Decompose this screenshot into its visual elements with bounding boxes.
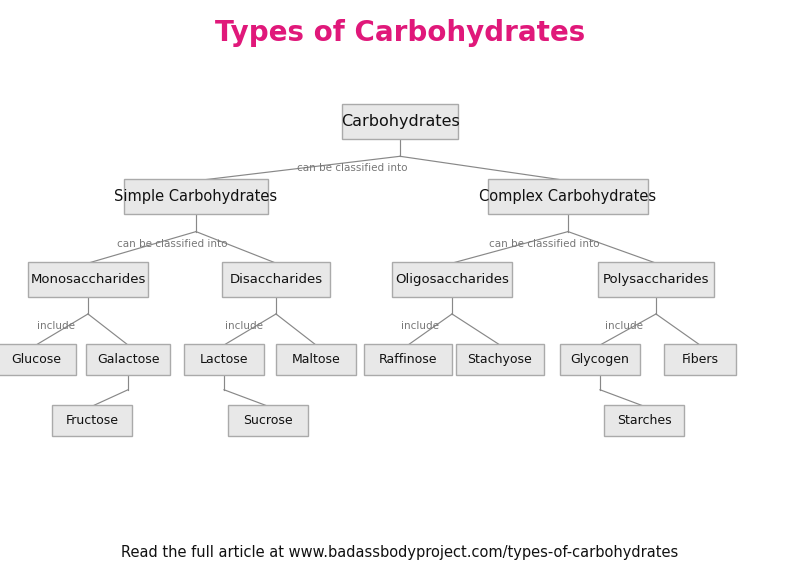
Text: Fructose: Fructose (66, 414, 118, 427)
Text: Monosaccharides: Monosaccharides (30, 273, 146, 286)
FancyBboxPatch shape (664, 344, 736, 375)
Text: can be classified into: can be classified into (297, 164, 407, 173)
Text: include: include (225, 321, 263, 331)
Text: include: include (605, 321, 643, 331)
Text: Types of Carbohydrates: Types of Carbohydrates (215, 19, 585, 47)
FancyBboxPatch shape (342, 104, 458, 139)
Text: Read the full article at www.badassbodyproject.com/types-of-carbohydrates: Read the full article at www.badassbodyp… (122, 545, 678, 560)
FancyBboxPatch shape (222, 262, 330, 297)
FancyBboxPatch shape (0, 344, 77, 375)
Text: Carbohydrates: Carbohydrates (341, 114, 459, 129)
Text: Fibers: Fibers (682, 352, 718, 366)
Text: Polysaccharides: Polysaccharides (602, 273, 710, 286)
Text: Galactose: Galactose (97, 352, 159, 366)
Text: Maltose: Maltose (292, 352, 340, 366)
FancyBboxPatch shape (598, 262, 714, 297)
Text: Disaccharides: Disaccharides (230, 273, 322, 286)
FancyBboxPatch shape (363, 344, 453, 375)
Text: Glucose: Glucose (11, 352, 61, 366)
Text: Stachyose: Stachyose (468, 352, 532, 366)
Text: include: include (37, 321, 75, 331)
FancyBboxPatch shape (86, 344, 170, 375)
FancyBboxPatch shape (604, 405, 685, 436)
Text: Glycogen: Glycogen (570, 352, 630, 366)
FancyBboxPatch shape (123, 179, 269, 214)
Text: Starches: Starches (617, 414, 671, 427)
FancyBboxPatch shape (27, 262, 149, 297)
FancyBboxPatch shape (275, 344, 357, 375)
Text: Oligosaccharides: Oligosaccharides (395, 273, 509, 286)
Text: can be classified into: can be classified into (117, 239, 227, 249)
FancyBboxPatch shape (51, 405, 133, 436)
Text: Simple Carbohydrates: Simple Carbohydrates (114, 189, 278, 204)
Text: include: include (401, 321, 439, 331)
Text: Lactose: Lactose (200, 352, 248, 366)
FancyBboxPatch shape (456, 344, 544, 375)
Text: can be classified into: can be classified into (489, 239, 599, 249)
FancyBboxPatch shape (392, 262, 512, 297)
FancyBboxPatch shape (560, 344, 640, 375)
Text: Sucrose: Sucrose (243, 414, 293, 427)
FancyBboxPatch shape (228, 405, 309, 436)
FancyBboxPatch shape (184, 344, 265, 375)
FancyBboxPatch shape (487, 179, 648, 214)
Text: Raffinose: Raffinose (378, 352, 438, 366)
Text: Complex Carbohydrates: Complex Carbohydrates (479, 189, 657, 204)
